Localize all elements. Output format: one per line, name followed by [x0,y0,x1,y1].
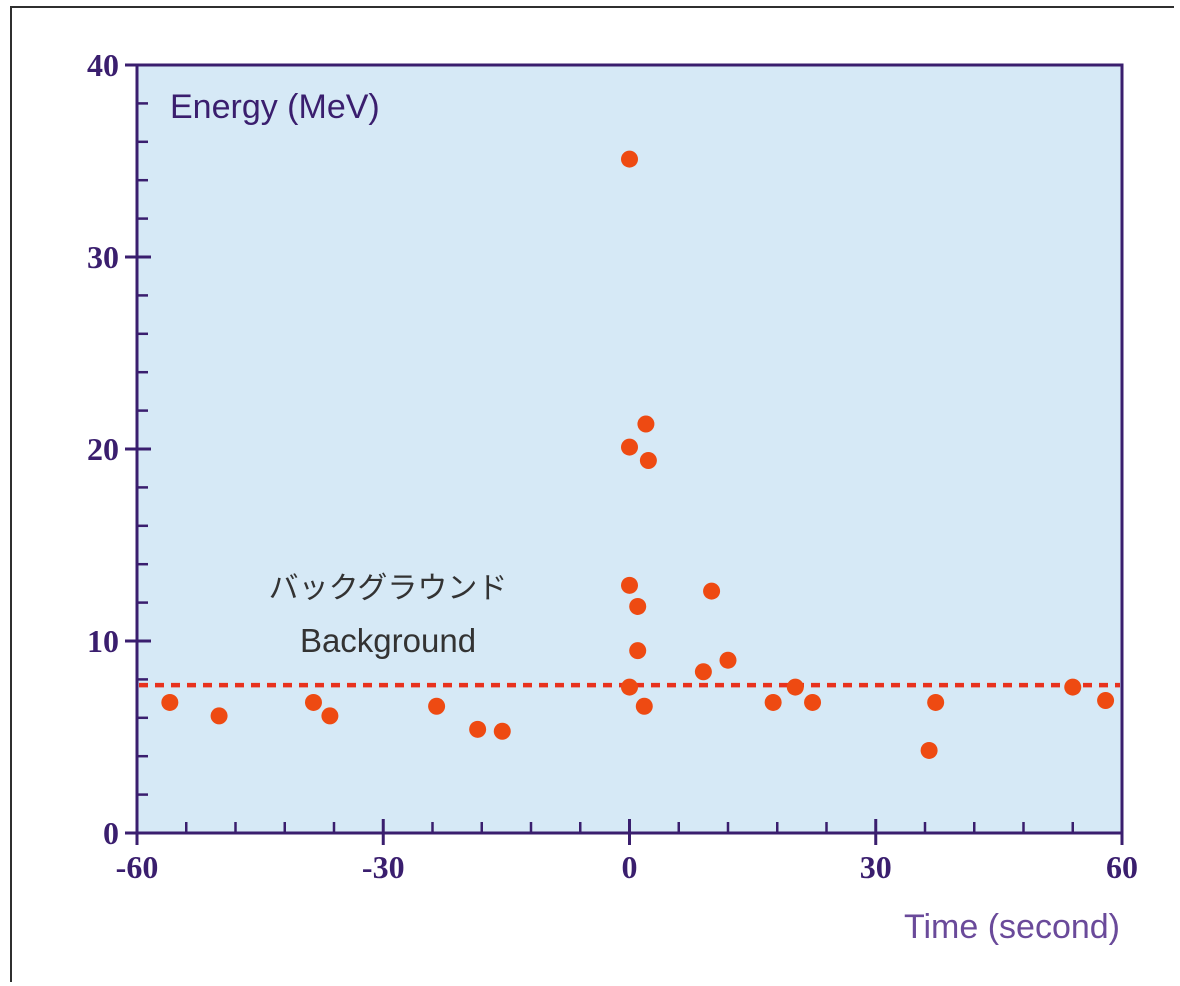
data-point [321,707,339,725]
x-tick-label: 60 [1106,849,1138,885]
data-point [637,415,655,433]
y-tick-label: 10 [87,623,119,659]
x-tick-label: -30 [362,849,405,885]
axes-frame [135,63,1124,835]
data-point [694,663,712,681]
data-point [639,452,657,470]
y-tick-label: 0 [103,815,119,851]
data-point [469,720,487,738]
background-label-japanese: バックグラウンド [269,571,508,606]
data-point [764,693,782,711]
y-axis-label: Energy (MeV) [170,88,380,126]
data-point [1064,678,1082,696]
y-tick-label: 30 [87,239,119,275]
data-point [210,707,228,725]
data-point [635,697,653,715]
data-point [493,722,511,740]
data-point [428,697,446,715]
data-point [161,693,179,711]
data-points [161,150,1115,759]
y-tick-label: 40 [87,47,119,83]
data-point [621,150,638,168]
minor-ticks [137,102,1074,833]
data-point [786,678,804,696]
x-axis-label: Time (second) [904,908,1120,946]
data-point [920,741,938,759]
data-point [621,678,638,696]
data-point [629,642,647,660]
x-tick-label: -60 [116,849,159,885]
data-point [304,693,322,711]
data-point [703,582,721,600]
data-point [719,651,737,669]
data-point [621,576,638,594]
x-tick-labels: -60 -30 0 30 60 [116,849,1138,885]
x-tick-label: 0 [622,849,638,885]
data-point [1097,692,1115,710]
y-tick-labels: 0 10 20 30 40 [87,47,119,851]
data-point [804,693,822,711]
background-label-english: Background [300,622,476,659]
y-tick-label: 20 [87,431,119,467]
data-point [629,597,647,615]
data-point [927,693,945,711]
data-point [621,438,638,456]
x-tick-label: 30 [860,849,892,885]
